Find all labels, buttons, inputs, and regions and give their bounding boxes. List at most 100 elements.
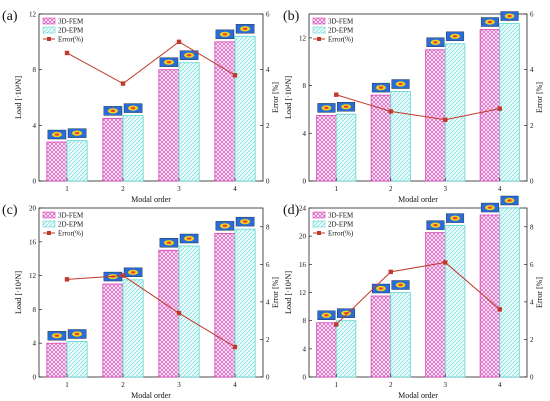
mode-shape-peak: [324, 106, 329, 110]
y2-tick-label: 4: [266, 66, 270, 74]
mode-shape-thumbnail: [446, 31, 465, 42]
mode-shape-peak: [130, 106, 136, 110]
y-tick-label: 16: [29, 238, 37, 246]
mode-shape-peak: [110, 109, 116, 113]
mode-shape-peak: [507, 199, 512, 202]
y-axis-title: Load [·10⁴N]: [284, 76, 293, 119]
error-line: [66, 41, 236, 85]
bar-2d-epm: [335, 113, 357, 182]
bar-2d-epm: [122, 115, 144, 182]
error-point: [64, 277, 70, 282]
error-point: [388, 109, 393, 114]
x-tick-label: 4: [498, 381, 502, 389]
y-tick-label: 0: [303, 374, 307, 382]
error-point: [232, 344, 238, 350]
legend-label-3d-fem: 3D-FEM: [328, 212, 354, 220]
legend-swatch-3d-fem: [312, 17, 326, 25]
y-tick-label: 4: [33, 122, 37, 130]
bar-3d-fem: [102, 117, 124, 182]
x-tick-label: 3: [444, 381, 448, 389]
bar-3d-fem: [46, 141, 68, 182]
mode-shape-thumbnail: [337, 308, 356, 318]
mode-shape-peak: [166, 60, 172, 64]
mode-shape-thumbnail: [159, 238, 179, 248]
mode-shape-peak: [487, 206, 493, 209]
mode-shape-thumbnail: [371, 283, 390, 294]
y2-tick-label: 2: [266, 122, 270, 130]
legend-swatch-2d-epm: [312, 26, 326, 34]
y-axis-title: Load [·10⁴N]: [284, 271, 293, 314]
bar-2d-epm: [390, 292, 411, 378]
legend-swatch-2d-epm: [312, 220, 326, 228]
y2-tick-label: 0: [266, 178, 270, 186]
y-axis-title: Load [·10⁴N]: [14, 76, 23, 119]
y-tick-label: 0: [303, 178, 307, 186]
legend-swatch-error-marker: [47, 37, 51, 41]
y-tick-label: 0: [33, 374, 37, 382]
y-tick-label: 12: [29, 11, 37, 19]
mode-shape-peak: [186, 54, 192, 57]
bar-3d-fem: [214, 232, 236, 378]
mode-shape-peak: [378, 86, 384, 89]
panel-label: (d): [283, 203, 300, 218]
x-axis-title: Modal order: [398, 391, 438, 400]
legend-swatch-2d-epm: [42, 220, 56, 228]
x-tick-label: 3: [444, 185, 448, 193]
mode-shape-peak: [74, 131, 80, 135]
error-point: [497, 307, 502, 312]
y2-tick-label: 2: [266, 336, 270, 344]
error-point: [232, 73, 238, 78]
mode-shape-thumbnail: [235, 24, 255, 34]
bar-3d-fem: [158, 69, 180, 182]
mode-shape-peak: [398, 283, 403, 287]
mode-shape-thumbnail: [337, 101, 356, 112]
legend-swatch-3d-fem: [42, 211, 56, 219]
bar-2d-epm: [66, 341, 88, 378]
y2-tick-label: 0: [530, 374, 534, 382]
y-tick-label: 8: [303, 317, 307, 325]
legend-swatch-2d-epm: [42, 26, 56, 34]
y-tick-label: 4: [303, 130, 307, 138]
y2-tick-label: 8: [266, 223, 270, 231]
mode-shape-thumbnail: [103, 106, 123, 116]
legend-label-error: Error(%): [58, 230, 84, 238]
bar-2d-epm: [444, 43, 466, 182]
legend-label-error: Error(%): [58, 36, 84, 44]
mode-shape-peak: [343, 105, 349, 108]
mode-shape-thumbnail: [391, 280, 410, 290]
x-tick-label: 3: [177, 381, 181, 389]
bar-3d-fem: [214, 41, 236, 182]
y-tick-label: 4: [33, 340, 37, 348]
mode-shape-thumbnail: [317, 310, 336, 320]
mode-shape-thumbnail: [159, 57, 179, 67]
legend-label-2d-epm: 2D-EPM: [328, 27, 354, 35]
y2-tick-label: 4: [530, 298, 534, 306]
x-axis-title: Modal order: [131, 195, 171, 204]
mode-shape-thumbnail: [67, 128, 87, 138]
x-tick-label: 1: [65, 185, 69, 193]
y2-tick-label: 2: [530, 122, 534, 130]
mode-shape-thumbnail: [215, 29, 235, 40]
bar-2d-epm: [390, 91, 411, 182]
error-point: [120, 81, 126, 86]
error-point: [120, 273, 126, 278]
bar-3d-fem: [425, 49, 446, 182]
mode-shape-thumbnail: [67, 329, 87, 339]
mode-shape-thumbnail: [391, 79, 410, 89]
x-tick-label: 3: [177, 185, 181, 193]
bar-3d-fem: [425, 232, 446, 378]
bar-3d-fem: [316, 114, 337, 182]
mode-shape-thumbnail: [480, 17, 499, 27]
error-point: [176, 310, 182, 316]
x-tick-label: 4: [233, 185, 237, 193]
bar-3d-fem: [479, 29, 501, 182]
mode-shape-thumbnail: [446, 213, 465, 223]
legend-swatch-error-marker: [317, 231, 321, 235]
mode-shape-thumbnail: [123, 103, 143, 113]
mode-shape-thumbnail: [426, 220, 445, 230]
mode-shape-thumbnail: [123, 267, 143, 278]
